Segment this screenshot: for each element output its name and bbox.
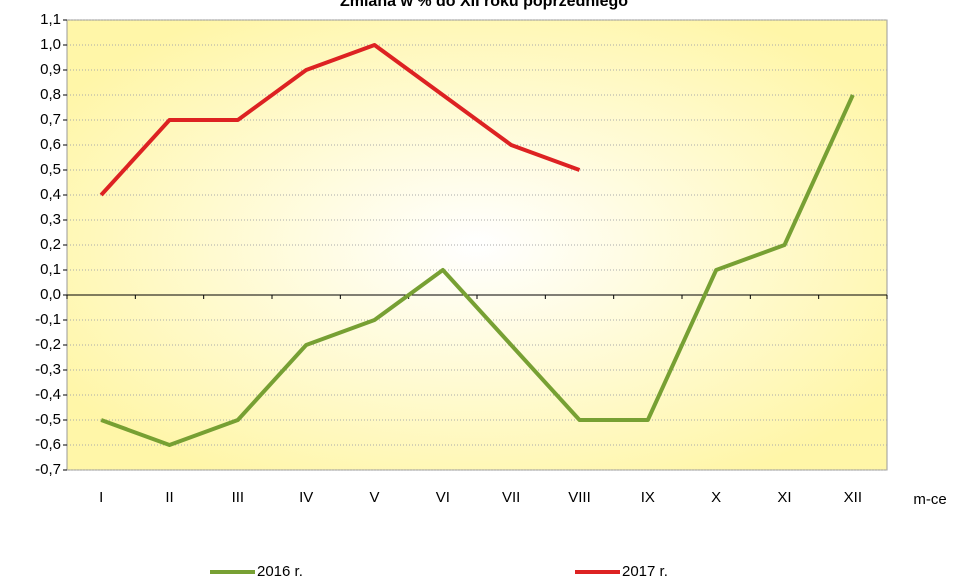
y-tick-label: 0,2 <box>40 236 61 253</box>
x-tick-label: V <box>369 489 379 506</box>
y-tick-label: 1,1 <box>40 11 61 28</box>
y-tick-label: 0,9 <box>40 61 61 78</box>
y-tick-label: -0,3 <box>35 361 61 378</box>
x-tick-label: IV <box>299 489 313 506</box>
y-tick-label: 0,3 <box>40 211 61 228</box>
x-tick-label: I <box>99 489 103 506</box>
y-tick-label: 0,5 <box>40 161 61 178</box>
y-tick-label: 0,4 <box>40 186 61 203</box>
y-tick-label: 1,0 <box>40 36 61 53</box>
x-tick-label: XII <box>844 489 862 506</box>
x-tick-label: III <box>232 489 245 506</box>
series-line <box>99 43 581 197</box>
y-tick-label: -0,5 <box>35 411 61 428</box>
x-tick-label: XI <box>777 489 791 506</box>
y-tick-label: -0,7 <box>35 461 61 478</box>
plot-area <box>66 19 888 471</box>
y-tick-label: 0,6 <box>40 136 61 153</box>
legend-label: 2017 r. <box>622 563 668 580</box>
x-tick-label: VII <box>502 489 520 506</box>
series-line <box>100 94 855 447</box>
y-tick-label: 0,7 <box>40 111 61 128</box>
x-tick-label: IX <box>641 489 655 506</box>
chart-title: Zmiana w % do XII roku poprzedniego <box>340 0 628 10</box>
x-tick-label: II <box>165 489 173 506</box>
legend-label: 2016 r. <box>257 563 303 580</box>
x-tick-label: VIII <box>568 489 591 506</box>
x-tick-label: X <box>711 489 721 506</box>
x-axis-label: m-ce <box>913 491 946 508</box>
y-tick-label: -0,2 <box>35 336 61 353</box>
y-tick-label: -0,6 <box>35 436 61 453</box>
y-tick-label: 0,0 <box>40 286 61 303</box>
y-tick-label: -0,4 <box>35 386 61 403</box>
y-tick-label: 0,8 <box>40 86 61 103</box>
x-tick-label: VI <box>436 489 450 506</box>
y-tick-label: -0,1 <box>35 311 61 328</box>
y-tick-label: 0,1 <box>40 261 61 278</box>
